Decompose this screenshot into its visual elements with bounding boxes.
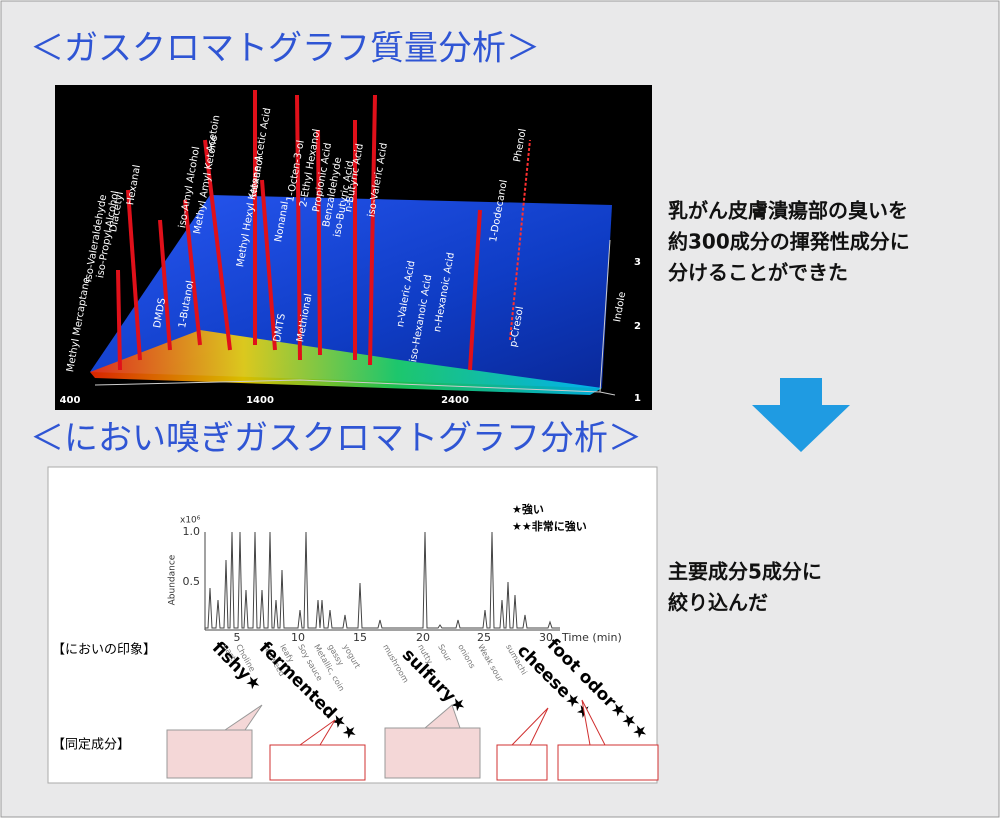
compound-label: Indole bbox=[612, 291, 628, 323]
legend-item: ★★非常に強い bbox=[512, 519, 587, 533]
section-title: ＜におい嗅ぎガスクロマトグラフ分析＞ bbox=[30, 419, 642, 459]
x-tick-label: 30 bbox=[539, 631, 553, 644]
axis-label: 1 bbox=[634, 393, 641, 404]
compound-label: DMTS bbox=[272, 313, 288, 343]
section-title: ＜ガスクロマトグラフ質量分析＞ bbox=[30, 29, 540, 69]
note-line: 乳がん皮膚潰瘍部の臭いを bbox=[668, 199, 908, 223]
axis-label: 3 bbox=[634, 257, 641, 268]
callouts bbox=[166, 699, 659, 781]
y-axis-label: Abundance bbox=[168, 554, 178, 605]
y-unit: x10⁶ bbox=[180, 516, 201, 526]
note-line: 絞り込んだ bbox=[668, 591, 768, 615]
axis-label: 400 bbox=[60, 395, 81, 406]
note-line: 約300成分の揮発性成分に bbox=[668, 230, 910, 254]
chromatogram bbox=[204, 531, 560, 631]
x-tick-label: 10 bbox=[291, 631, 305, 644]
axis-label: 1400 bbox=[246, 395, 274, 406]
x-axis-label: Time (min) bbox=[561, 631, 622, 644]
gcms-image: Methyl Mercaptaneiso-Valeraldehydeiso-Pr… bbox=[55, 85, 652, 410]
note-line: 主要成分5成分に bbox=[668, 560, 822, 584]
y-tick-label: 1.0 bbox=[183, 525, 201, 538]
row-label: 【においの印象】 bbox=[52, 643, 156, 658]
gco-panel bbox=[47, 466, 658, 784]
axis-label: 2400 bbox=[441, 395, 469, 406]
legend-item: ★強い bbox=[512, 502, 544, 516]
x-tick-label: 5 bbox=[234, 631, 241, 644]
x-tick-label: 25 bbox=[477, 631, 491, 644]
axis-label: 2 bbox=[634, 321, 641, 332]
compound-label: DMDS bbox=[152, 297, 168, 329]
note-line: 分けることができた bbox=[668, 261, 848, 285]
y-tick-label: 0.5 bbox=[183, 575, 201, 588]
x-tick-label: 15 bbox=[353, 631, 367, 644]
row-label: 【同定成分】 bbox=[52, 738, 130, 753]
down-arrow bbox=[752, 378, 850, 452]
x-tick-label: 20 bbox=[416, 631, 430, 644]
